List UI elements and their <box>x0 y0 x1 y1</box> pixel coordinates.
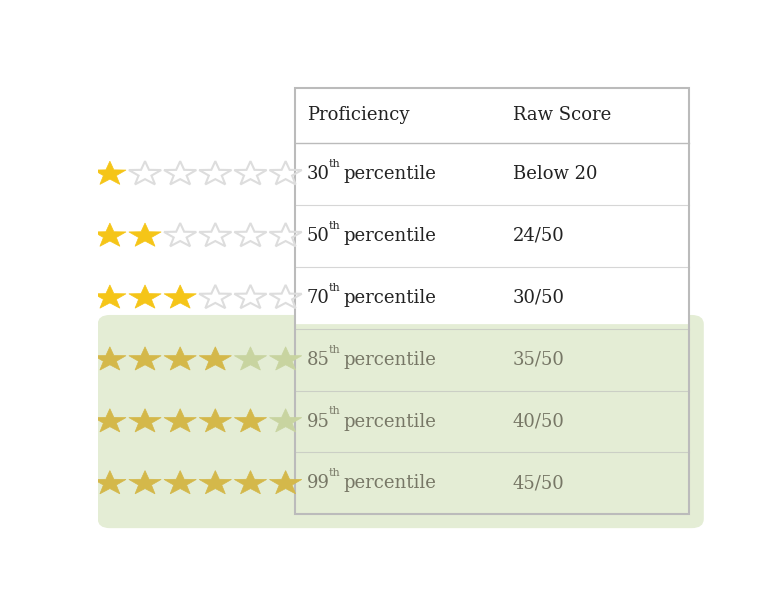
Polygon shape <box>129 471 161 494</box>
Polygon shape <box>94 409 126 432</box>
Polygon shape <box>164 285 196 308</box>
Text: percentile: percentile <box>344 289 436 307</box>
Text: 95: 95 <box>307 412 330 430</box>
Text: 35/50: 35/50 <box>513 350 565 369</box>
Polygon shape <box>129 223 161 246</box>
Polygon shape <box>199 471 231 494</box>
FancyBboxPatch shape <box>295 88 689 514</box>
Polygon shape <box>270 409 302 432</box>
Text: percentile: percentile <box>344 474 436 492</box>
Polygon shape <box>164 471 196 494</box>
Text: 24/50: 24/50 <box>513 227 565 245</box>
Text: th: th <box>328 283 340 293</box>
Polygon shape <box>270 471 302 494</box>
Polygon shape <box>164 409 196 432</box>
Text: 30/50: 30/50 <box>513 289 565 307</box>
Polygon shape <box>94 347 126 370</box>
Text: percentile: percentile <box>344 412 436 430</box>
Polygon shape <box>164 347 196 370</box>
Text: percentile: percentile <box>344 227 436 245</box>
Text: th: th <box>328 344 340 355</box>
Text: th: th <box>328 221 340 231</box>
Text: 85: 85 <box>307 350 330 369</box>
Text: 70: 70 <box>307 289 330 307</box>
Polygon shape <box>94 223 126 246</box>
Text: Raw Score: Raw Score <box>513 106 612 125</box>
Text: th: th <box>328 468 340 479</box>
Polygon shape <box>199 409 231 432</box>
FancyBboxPatch shape <box>290 324 694 519</box>
Polygon shape <box>94 161 126 184</box>
Text: 40/50: 40/50 <box>513 412 565 430</box>
Polygon shape <box>129 285 161 308</box>
Text: 50: 50 <box>307 227 330 245</box>
FancyBboxPatch shape <box>98 315 704 528</box>
Text: Below 20: Below 20 <box>513 165 597 183</box>
Text: percentile: percentile <box>344 350 436 369</box>
Text: Proficiency: Proficiency <box>307 106 409 125</box>
Polygon shape <box>235 471 267 494</box>
Polygon shape <box>199 347 231 370</box>
Polygon shape <box>129 347 161 370</box>
Polygon shape <box>129 409 161 432</box>
Text: 30: 30 <box>307 165 330 183</box>
Text: th: th <box>328 159 340 169</box>
Text: th: th <box>328 406 340 417</box>
Polygon shape <box>235 347 267 370</box>
Text: percentile: percentile <box>344 165 436 183</box>
Text: 99: 99 <box>307 474 330 492</box>
Polygon shape <box>94 471 126 494</box>
Polygon shape <box>235 409 267 432</box>
Polygon shape <box>94 285 126 308</box>
Text: 45/50: 45/50 <box>513 474 565 492</box>
Polygon shape <box>270 347 302 370</box>
